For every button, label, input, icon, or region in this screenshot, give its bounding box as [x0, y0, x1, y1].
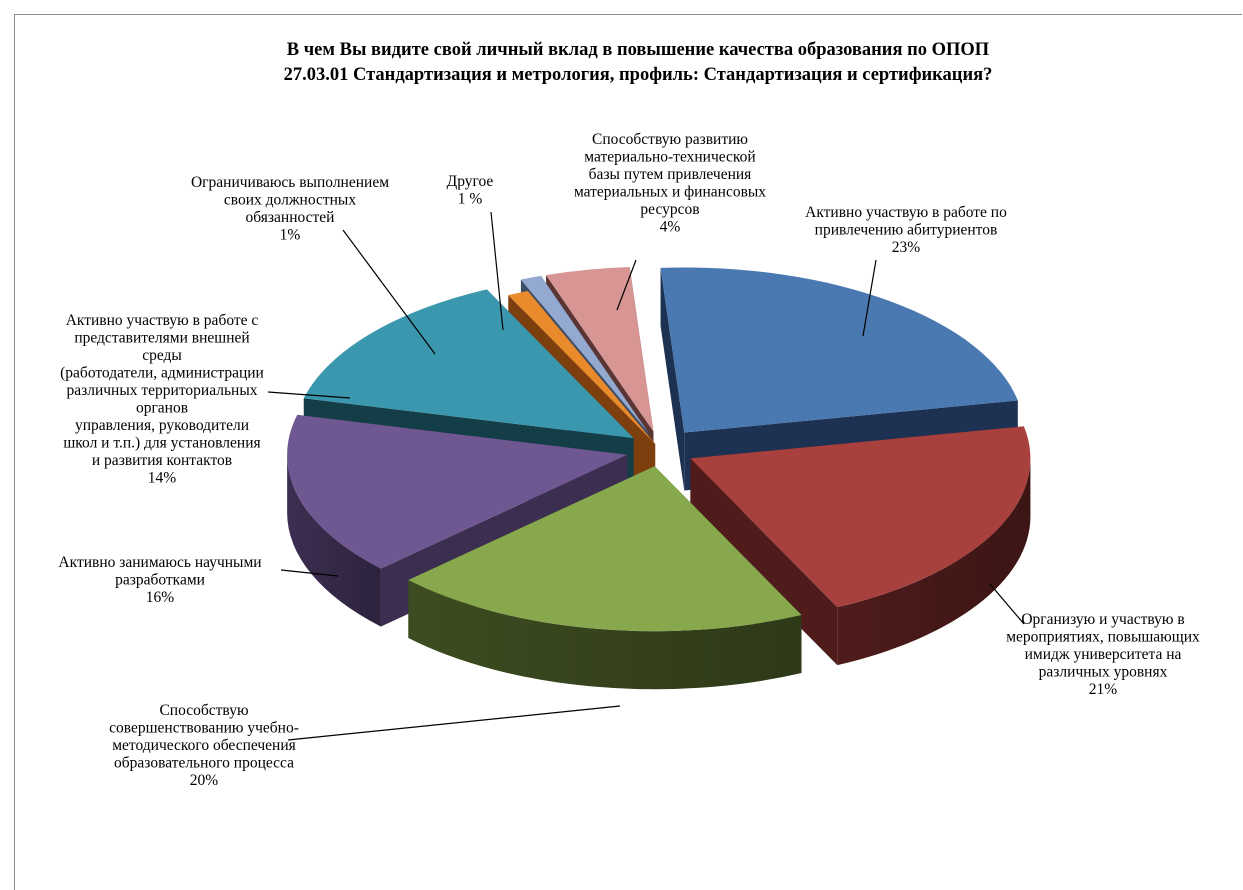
pie-slice-top	[660, 267, 1018, 433]
pie-slice-top	[303, 289, 634, 439]
slice-percent-label: 1%	[280, 227, 301, 244]
slice-label-text: Способствую развитию	[592, 131, 748, 148]
pie-slice-rim-shade	[287, 454, 381, 627]
slice-label-text: мероприятиях, повышающих	[1006, 629, 1200, 646]
leader-line	[989, 583, 1025, 625]
slice-labels: Активно участвую в работе попривлечению …	[58, 131, 1200, 789]
pie-slice-top	[287, 414, 628, 569]
pie-slice-rim-shade	[408, 580, 802, 690]
pie-slice-wall	[660, 267, 685, 491]
pie-slice-wall	[690, 458, 838, 666]
slice-label-text: Активно занимаюсь научными	[58, 554, 261, 571]
pie-slices	[287, 267, 1031, 690]
slice-percent-label: 1 %	[458, 191, 483, 208]
leader-line	[267, 391, 351, 399]
slice-label: Активно участвую в работе спредставителя…	[60, 312, 264, 487]
slice-label: Активно занимаюсь научнымиразработками16…	[58, 554, 261, 606]
pie-slice	[690, 426, 1031, 666]
leader-line	[616, 259, 637, 311]
slice-label: Активно участвую в работе попривлечению …	[805, 204, 1007, 256]
pie-slice-top	[546, 267, 654, 432]
slice-percent-label: 20%	[190, 772, 219, 789]
slice-label-text: органов	[136, 400, 188, 417]
slice-label: Способствую развитиюматериально-техничес…	[574, 131, 766, 236]
slice-label-text: имидж университета на	[1025, 646, 1182, 663]
slice-percent-label: 23%	[892, 239, 921, 256]
slice-label-text: обязанностей	[246, 209, 335, 226]
chart-title-line-1: В чем Вы видите свой личный вклад в повы…	[287, 40, 990, 60]
slice-label-text: (работодатели, администрации	[60, 365, 264, 382]
slice-label-text: Организую и участвую в	[1021, 611, 1184, 628]
slice-label-text: материально-технической	[584, 149, 755, 166]
slice-percent-label: 21%	[1089, 681, 1118, 698]
slice-label-text: базы путем привлечения	[589, 166, 752, 183]
slice-label-text: школ и т.п.) для установления	[63, 435, 260, 452]
leader-line	[287, 705, 621, 741]
slice-label-text: Активно участвую в работе по	[805, 204, 1007, 221]
slice-label-text: разработками	[115, 572, 205, 589]
pie-slice	[408, 466, 802, 690]
slice-label-text: методического обеспечения	[112, 737, 296, 754]
slice-label-text: ресурсов	[640, 201, 699, 218]
pie-slice-top	[508, 290, 656, 444]
slice-percent-label: 4%	[660, 219, 681, 236]
slice-label-text: и развития контактов	[92, 452, 232, 469]
leader-line	[862, 259, 877, 337]
slice-label-text: материальных и финансовых	[574, 184, 766, 201]
slice-percent-label: 16%	[146, 589, 175, 606]
leader-lines	[267, 211, 1025, 741]
leader-line	[280, 569, 339, 577]
leader-line	[342, 229, 436, 355]
slice-label-text: представителями внешней	[74, 330, 249, 347]
slice-label-text: среды	[142, 347, 182, 364]
slice-label-text: Активно участвую в работе с	[66, 312, 259, 329]
slice-label-text: привлечению абитуриентов	[815, 222, 998, 239]
pie-slice-top	[690, 426, 1031, 608]
chart-title-line-2: 27.03.01 Стандартизация и метрология, пр…	[284, 65, 993, 85]
pie-slice-rim-shade	[837, 458, 1031, 666]
slice-label-text: различных территориальных	[66, 382, 257, 399]
pie-slice-top	[520, 275, 649, 433]
slice-label-text: своих должностных	[224, 192, 356, 209]
slice-label-text: Другое	[447, 173, 494, 190]
slice-label-text: управления, руководители	[75, 417, 249, 434]
pie-slice-top	[408, 466, 802, 632]
slice-label-text: Ограничиваюсь выполнением	[191, 174, 389, 191]
leader-line	[490, 211, 504, 331]
slice-label-text: различных уровнях	[1039, 664, 1168, 681]
slice-label-text: совершенствованию учебно-	[109, 720, 299, 737]
slice-percent-label: 14%	[148, 470, 177, 487]
slice-label-text: образовательного процесса	[114, 755, 294, 772]
slice-label-text: Способствую	[159, 702, 248, 719]
chart-area	[14, 14, 1242, 890]
